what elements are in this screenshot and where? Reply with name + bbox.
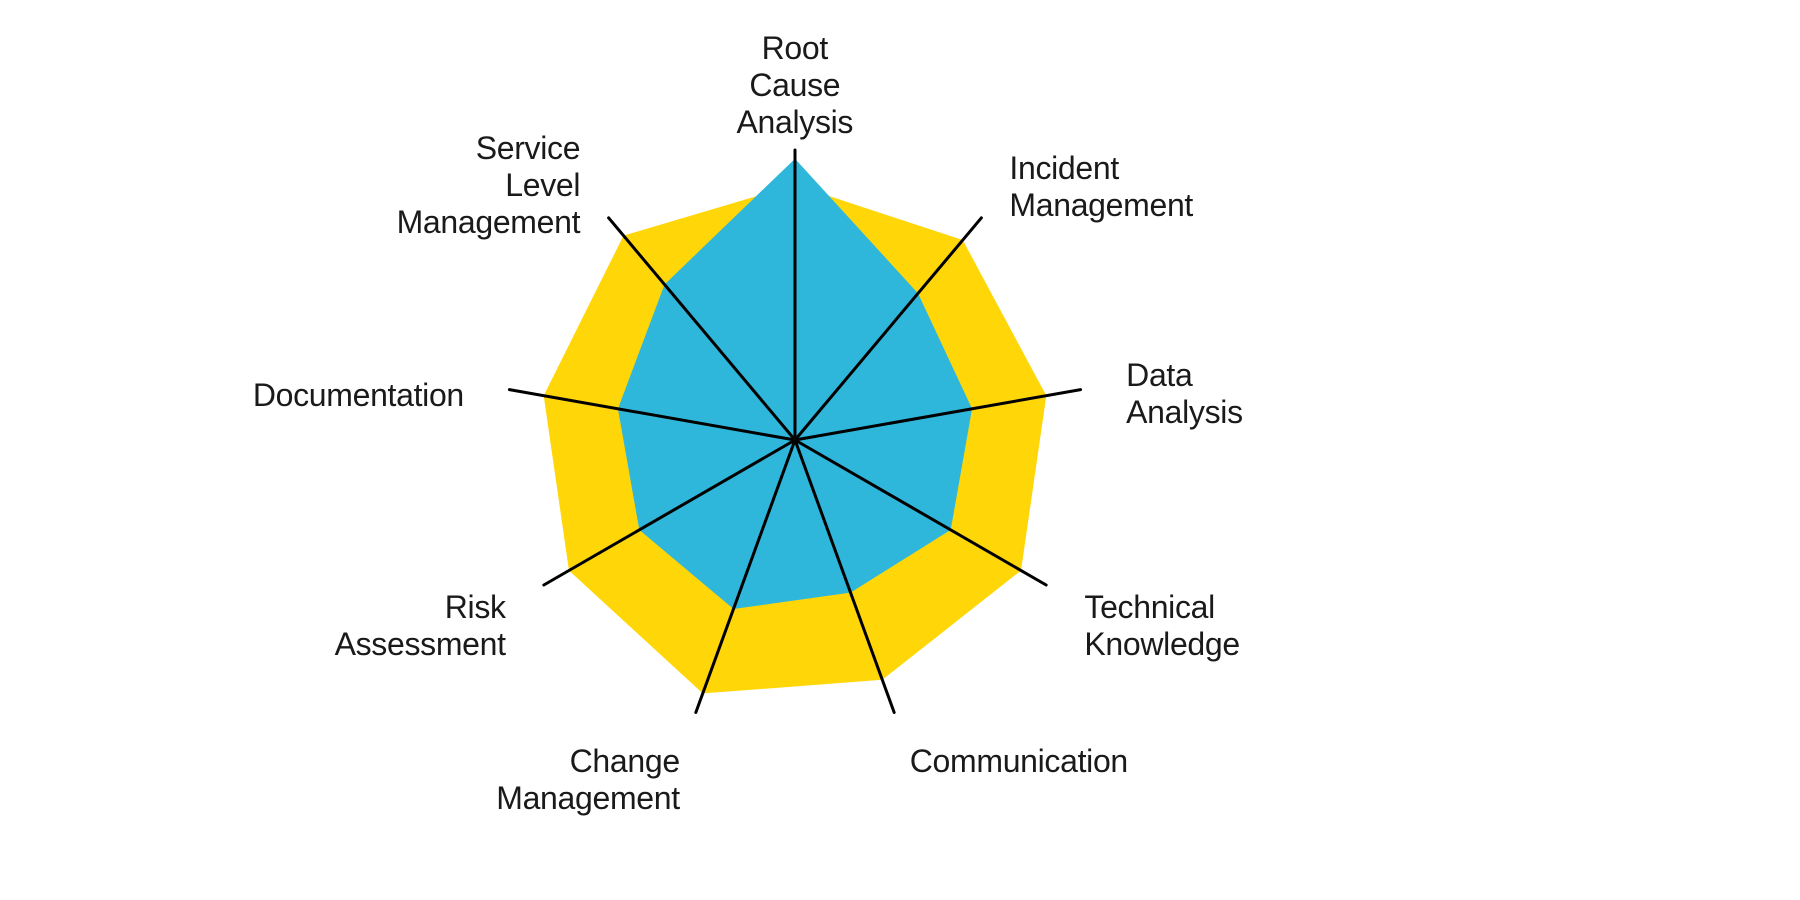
radar-axis-label: Incident Management	[1009, 150, 1193, 224]
radar-axis-label: Service Level Management	[397, 130, 581, 240]
radar-axis-label: Change Management	[496, 743, 680, 817]
radar-chart-svg	[0, 0, 1800, 900]
radar-axis-label: Communication	[910, 743, 1128, 780]
radar-axis-label: Risk Assessment	[335, 589, 506, 663]
radar-chart-container: Root Cause Analysis Incident Management Da…	[0, 0, 1800, 900]
radar-axis-label: Technical Knowledge	[1084, 589, 1239, 663]
radar-axis-label: Data Analysis	[1126, 357, 1243, 431]
radar-axis-label: Root Cause Analysis	[737, 30, 854, 140]
radar-axis-label: Documentation	[253, 377, 464, 414]
